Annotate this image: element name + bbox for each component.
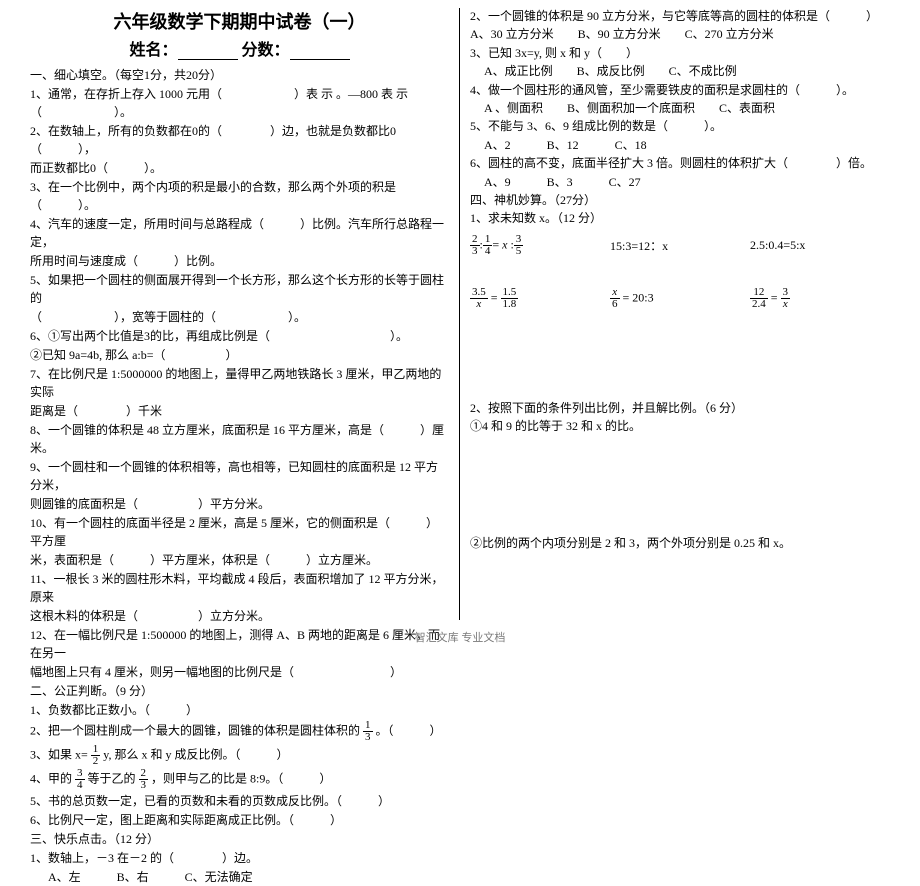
- q8: 8、一个圆锥的体积是 48 立方厘米，底面积是 16 平方厘米，高是（ ）厘米。: [30, 421, 449, 457]
- section-1-head: 一、细心填空。（每空1分，共20分）: [30, 66, 449, 84]
- j3: 3、如果 x= 12 y, 那么 x 和 y 成反比例。（ ）: [30, 744, 449, 767]
- p1-head: 1、求未知数 x。（12 分）: [470, 210, 890, 227]
- eq2-3: 122.4 = 3x: [750, 287, 890, 310]
- equation-row-2: 3.5x = 1.51.8 x6 = 20:3 122.4 = 3x: [470, 287, 890, 310]
- exam-title: 六年级数学下期期中试卷（一）: [30, 8, 449, 34]
- section-3-head: 三、快乐点击。（12 分）: [30, 830, 449, 848]
- section-4-head: 四、神机妙算。（27分）: [470, 192, 890, 209]
- j1: 1、负数都比正数小。（ ）: [30, 701, 449, 719]
- exam-page: 六年级数学下期期中试卷（一） 姓名： 分数： 一、细心填空。（每空1分，共20分…: [0, 0, 920, 620]
- eq1-2: 15:3=12：x: [610, 237, 750, 254]
- right-column: 2、一个圆锥的体积是 90 立方分米，与它等底等高的圆柱的体积是（ ） A、30…: [460, 8, 900, 620]
- eq1-3: 2.5:0.4=5:x: [750, 238, 890, 253]
- c1-opts: A、左 B、右 C、无法确定: [48, 868, 449, 886]
- q11b: 这根木料的体积是（ ）立方分米。: [30, 607, 449, 625]
- q9b: 则圆锥的底面积是（ ）平方分米。: [30, 495, 449, 513]
- left-column: 六年级数学下期期中试卷（一） 姓名： 分数： 一、细心填空。（每空1分，共20分…: [20, 8, 460, 620]
- q10b: 米，表面积是（ ）平方厘米，体积是（ ）立方厘米。: [30, 551, 449, 569]
- q3: 3、在一个比例中，两个内项的积是最小的合数，那么两个外项的积是（ ）。: [30, 178, 449, 214]
- j3-post: y, 那么 x 和 y 成反比例。（ ）: [103, 747, 288, 761]
- section-2-head: 二、公正判断。（9 分）: [30, 682, 449, 700]
- q11a: 11、一根长 3 米的圆柱形木料，平均截成 4 段后，表面积增加了 12 平方分…: [30, 570, 449, 606]
- eq2-1: 3.5x = 1.51.8: [470, 287, 610, 310]
- j6: 6、比例尺一定，图上距离和实际距离成正比例。（ ）: [30, 811, 449, 829]
- p2-1: ①4 和 9 的比等于 32 和 x 的比。: [470, 418, 890, 435]
- j4-mid: 等于乙的: [88, 771, 136, 785]
- eq1-1: 23:14= x :35: [470, 234, 610, 257]
- c2-opts: A、30 立方分米 B、90 立方分米 C、270 立方分米: [470, 26, 890, 43]
- j2-pre: 2、把一个圆柱削成一个最大的圆锥，圆锥的体积是圆柱体积的: [30, 723, 360, 737]
- equation-row-1: 23:14= x :35 15:3=12：x 2.5:0.4=5:x: [470, 234, 890, 257]
- q9a: 9、一个圆柱和一个圆锥的体积相等，高也相等，已知圆柱的底面积是 12 平方分米，: [30, 458, 449, 494]
- q5b: （ ），宽等于圆柱的（ ）。: [30, 308, 449, 326]
- c5: 5、不能与 3、6、9 组成比例的数是（ ）。: [470, 118, 890, 135]
- q2b: 而正数都比0（ ）。: [30, 159, 449, 177]
- q10a: 10、有一个圆柱的底面半径是 2 厘米，高是 5 厘米，它的侧面积是（ ）平方厘: [30, 514, 449, 550]
- q6a: 6、①写出两个比值是3的比，再组成比例是（ ）。: [30, 327, 449, 345]
- q12b: 幅地图上只有 4 厘米，则另一幅地图的比例尺是（ ）: [30, 663, 449, 681]
- j2-post: 。（ ）: [376, 723, 442, 737]
- q1: 1、通常，在存折上存入 1000 元用（ ）表 示 。—800 表 示（ ）。: [30, 85, 449, 121]
- j4: 4、甲的 34 等于乙的 23 ，则甲与乙的比是 8:9。（ ）: [30, 768, 449, 791]
- q6b: ②已知 9a=4b, 那么 a:b=（ ）: [30, 346, 449, 364]
- score-label: 分数：: [242, 42, 290, 59]
- c3: 3、已知 3x=y, 则 x 和 y（ ）: [470, 45, 890, 62]
- frac-two-thirds: 23: [139, 768, 149, 791]
- c6-opts: A、9 B、3 C、27: [484, 174, 890, 191]
- name-label: 姓名：: [129, 42, 177, 59]
- name-blank: [178, 46, 238, 60]
- c5-opts: A、2 B、12 C、18: [484, 137, 890, 154]
- q4b: 所用时间与速度成（ ）比例。: [30, 252, 449, 270]
- q7a: 7、在比例尺是 1:5000000 的地图上，量得甲乙两地铁路长 3 厘米，甲乙…: [30, 365, 449, 401]
- j2: 2、把一个圆柱削成一个最大的圆锥，圆锥的体积是圆柱体积的 13 。（ ）: [30, 720, 449, 743]
- q4a: 4、汽车的速度一定，所用时间与总路程成（ ）比例。汽车所行总路程一定，: [30, 215, 449, 251]
- q2a: 2、在数轴上，所有的负数都在0的（ ）边，也就是负数都比0（ ），: [30, 122, 449, 158]
- name-score-row: 姓名： 分数：: [30, 36, 449, 60]
- j4-post: ，则甲与乙的比是 8:9。（ ）: [151, 771, 331, 785]
- frac-one-third: 13: [363, 720, 373, 743]
- score-blank: [290, 46, 350, 60]
- j5: 5、书的总页数一定，已看的页数和未看的页数成反比例。（ ）: [30, 792, 449, 810]
- c6: 6、圆柱的高不变，底面半径扩大 3 倍。则圆柱的体积扩大（ ）倍。: [470, 155, 890, 172]
- q5a: 5、如果把一个圆柱的侧面展开得到一个长方形，那么这个长方形的长等于圆柱的: [30, 271, 449, 307]
- eq2-2: x6 = 20:3: [610, 287, 750, 310]
- frac-three-fourths: 34: [75, 768, 85, 791]
- c4-opts: A 、侧面积 B、侧面积加一个底面积 C、表面积: [484, 100, 890, 117]
- j3-pre: 3、如果 x=: [30, 747, 88, 761]
- p2-head: 2、按照下面的条件列出比例，并且解比例。（6 分）: [470, 400, 890, 417]
- c2: 2、一个圆锥的体积是 90 立方分米，与它等底等高的圆柱的体积是（ ）: [470, 8, 890, 25]
- page-footer: 智汇文库 专业文档: [0, 629, 920, 645]
- c4: 4、做一个圆柱形的通风管，至少需要铁皮的面积是求圆柱的（ ）。: [470, 82, 890, 99]
- frac-one-half: 12: [91, 744, 101, 767]
- j4-pre: 4、甲的: [30, 771, 72, 785]
- p2-2: ②比例的两个内项分别是 2 和 3，两个外项分别是 0.25 和 x。: [470, 535, 890, 552]
- c1: 1、数轴上，－3 在－2 的（ ）边。: [30, 849, 449, 867]
- c3-opts: A、成正比例 B、成反比例 C、不成比例: [484, 63, 890, 80]
- q7b: 距离是（ ）千米: [30, 402, 449, 420]
